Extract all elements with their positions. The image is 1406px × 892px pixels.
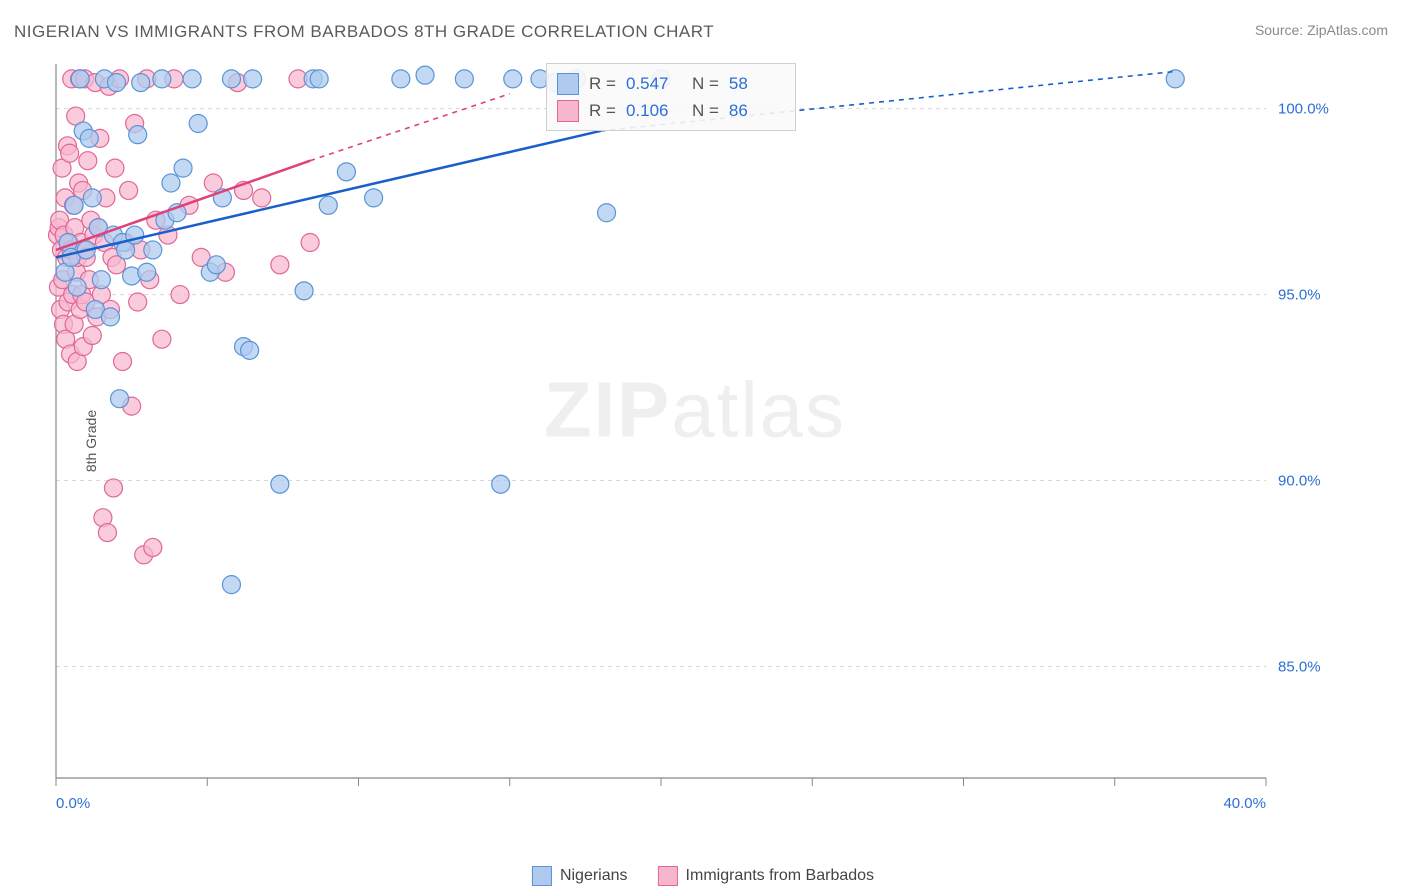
series-legend: Nigerians Immigrants from Barbados [532, 866, 874, 886]
source-label: Source: ZipAtlas.com [1255, 22, 1388, 38]
plot-area: 8th Grade 85.0% 90.0% 95.0% 100.0% 0.0% 40.0%… [48, 56, 1342, 826]
r-label: R = [589, 97, 616, 124]
n-label: N = [692, 70, 719, 97]
n-value: 86 [729, 97, 785, 124]
legend-label: Nigerians [560, 867, 628, 885]
correlation-legend: R = 0.547 N = 58 R = 0.106 N = 86 [546, 63, 796, 131]
legend-item: Nigerians [532, 866, 628, 886]
r-value: 0.106 [626, 97, 682, 124]
svg-text:0.0%: 0.0% [56, 795, 90, 812]
legend-swatch-icon [557, 73, 579, 95]
scatter-chart: 85.0% 90.0% 95.0% 100.0% 0.0% 40.0% [48, 56, 1342, 826]
legend-label: Immigrants from Barbados [686, 867, 875, 885]
legend-swatch-icon [532, 866, 552, 886]
legend-stat-row: R = 0.547 N = 58 [557, 70, 785, 97]
n-label: N = [692, 97, 719, 124]
chart-title: NIGERIAN VS IMMIGRANTS FROM BARBADOS 8TH… [14, 22, 714, 42]
legend-swatch-icon [658, 866, 678, 886]
r-label: R = [589, 70, 616, 97]
svg-text:85.0%: 85.0% [1278, 658, 1321, 675]
svg-text:100.0%: 100.0% [1278, 101, 1329, 118]
y-axis-label: 8th Grade [83, 410, 99, 472]
r-value: 0.547 [626, 70, 682, 97]
legend-item: Immigrants from Barbados [658, 866, 875, 886]
legend-stat-row: R = 0.106 N = 86 [557, 97, 785, 124]
n-value: 58 [729, 70, 785, 97]
legend-swatch-icon [557, 100, 579, 122]
svg-text:95.0%: 95.0% [1278, 287, 1321, 304]
svg-text:40.0%: 40.0% [1223, 795, 1266, 812]
svg-text:90.0%: 90.0% [1278, 473, 1321, 490]
